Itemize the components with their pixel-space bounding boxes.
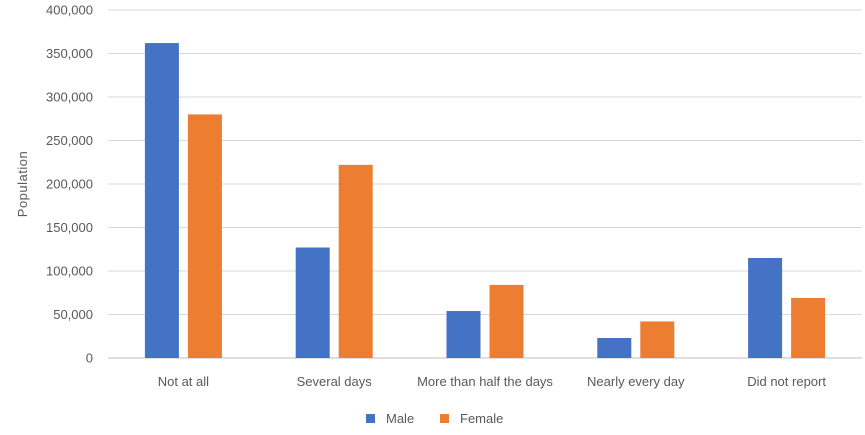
bar-male-5: [748, 257, 783, 358]
y-axis-title: Population: [15, 151, 30, 217]
x-category-label: More than half the days: [417, 374, 553, 389]
legend-swatch-male: [366, 414, 375, 423]
legend-label-female: Female: [460, 411, 503, 426]
y-axis-tick-labels: 0 50,000 100,000 150,000 200,000 250,000 300,0…: [46, 3, 93, 366]
bars: [144, 43, 826, 359]
bar-female-2: [338, 164, 373, 358]
y-tick-label: 200,000: [46, 177, 93, 192]
bar-female-4: [640, 321, 675, 358]
y-tick-label: 50,000: [53, 307, 93, 322]
y-tick-label: 100,000: [46, 264, 93, 279]
bar-male-2: [295, 247, 330, 358]
bar-female-5: [791, 297, 826, 358]
x-category-label: Several days: [297, 374, 373, 389]
y-tick-label: 250,000: [46, 133, 93, 148]
bar-male-3: [446, 311, 481, 358]
y-tick-label: 0: [86, 351, 93, 366]
y-tick-label: 300,000: [46, 90, 93, 105]
x-category-label: Not at all: [158, 374, 209, 389]
x-category-label: Nearly every day: [587, 374, 685, 389]
legend-label-male: Male: [386, 411, 414, 426]
x-category-label: Did not report: [747, 374, 826, 389]
bar-female-1: [187, 114, 222, 359]
bar-female-3: [489, 284, 524, 358]
y-tick-label: 150,000: [46, 220, 93, 235]
legend: Male Female: [366, 411, 503, 426]
x-axis-category-labels: Not at all Several days More than half the…: [158, 374, 827, 389]
bar-male-4: [597, 337, 632, 358]
bar-male-1: [144, 43, 179, 359]
gridlines: [108, 9, 862, 359]
y-tick-label: 400,000: [46, 3, 93, 18]
legend-swatch-female: [440, 414, 449, 423]
y-tick-label: 350,000: [46, 46, 93, 61]
